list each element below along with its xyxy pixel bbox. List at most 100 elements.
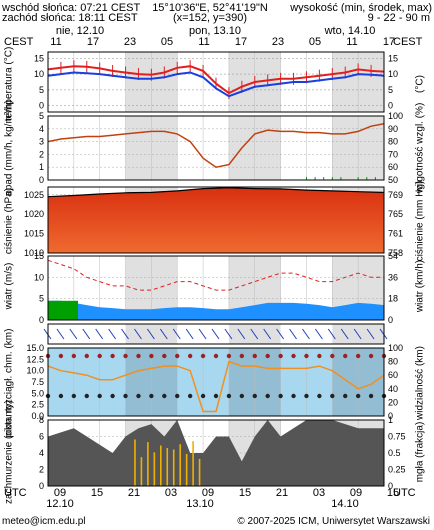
humidity-ytick-label: 90 (388, 124, 398, 134)
humidity-line (47, 122, 385, 168)
cloud-base-dot (226, 393, 232, 399)
cloud-frame (47, 419, 385, 487)
wind-ytick-label: 10 (34, 272, 44, 282)
wind-dir-arrow (108, 328, 117, 340)
bottom-hour-label: 09 (53, 487, 67, 499)
bottom-hour-label: 09 (201, 487, 215, 499)
temp-desc-text: wysokość (min, środek, max) (290, 2, 432, 14)
coords-text: 15°10'36"E, 52°41'19"N (152, 2, 268, 14)
cloud-base-dot (265, 393, 270, 399)
wind-dir-arrow (353, 328, 362, 340)
top-hour-label: 23 (123, 36, 137, 48)
cloudbase-ytick-label: 5.0 (31, 388, 44, 398)
cloud-top-dot (330, 353, 335, 359)
pressure-line (47, 187, 385, 198)
cloud-top-dot (84, 353, 89, 359)
temp-ytick-label: 15 (34, 53, 44, 63)
cloud-base-dot (187, 393, 193, 399)
cloud-base-dot (278, 393, 283, 399)
wind-y2tick-label: 54 (388, 251, 398, 261)
cloud-base-dot (123, 393, 128, 399)
precip-frame (47, 115, 385, 181)
cloudbase-ytick-label: 12.5 (26, 354, 44, 364)
top-hour-label: 23 (271, 36, 285, 48)
cloud-top-dot (162, 353, 167, 359)
sunrise-text: wschód słońca: 07:21 CEST (2, 2, 141, 14)
cloud-base-dot (355, 393, 361, 399)
precip-ytick-label: 1 (39, 162, 44, 172)
wind-dir-frame (47, 323, 385, 345)
bottom-hour-label: 15 (90, 487, 104, 499)
cloud-base-dot (330, 393, 335, 399)
cloud-top-dot (226, 353, 232, 359)
cloud-top-dot (123, 353, 128, 359)
visibility-ytick-label: 40 (388, 384, 398, 394)
cloud-top-dot (291, 353, 296, 359)
cloud-base-dot (58, 393, 64, 399)
precip-bg (48, 116, 384, 180)
copyright-text: © 2007-2025 ICM, Uniwersytet Warszawski (237, 516, 430, 527)
contact-email: meteo@icm.edu.pl (2, 516, 86, 527)
pressure-ytick-label: 1020 (24, 209, 44, 219)
cloud-base-dot (162, 393, 167, 399)
wind-gust-line (47, 259, 384, 291)
cloud-base-dot (304, 393, 309, 399)
top-hour-label: 11 (346, 36, 358, 48)
cloud-top-dot (110, 353, 115, 359)
precip-ytick-label: 4 (39, 124, 44, 134)
cloud-base-dot (110, 393, 115, 399)
wind-dir-arrow (263, 328, 272, 340)
wind-dir-arrow (340, 328, 349, 340)
temp-y2tick-label: 15 (388, 53, 398, 63)
fog-ytick-label: 0.5 (388, 448, 401, 458)
cloud-ytick-label: 6 (39, 432, 44, 442)
cloud-base-dot (368, 393, 374, 399)
top-hour-label: 17 (382, 36, 396, 48)
day-label: pon, 13.10 (189, 25, 241, 37)
cloud-base-dot (71, 393, 77, 399)
cloud-top-dot (265, 353, 270, 359)
cloud-base-dot (97, 393, 102, 399)
fog-bar (160, 445, 162, 486)
cloud-top-dot (317, 353, 322, 359)
bottom-date-label: 14.10 (331, 498, 359, 510)
cloud-base-dot (175, 393, 180, 399)
top-hour-label: 05 (308, 36, 322, 48)
fog-bar (134, 439, 136, 486)
cloud-base-dot (343, 393, 348, 399)
cloudbase-ytick-label: 15.0 (26, 343, 44, 353)
wind-dir-arrow (276, 328, 285, 340)
pressure-ytick-label: 1015 (24, 229, 44, 239)
wind-ytick-label: 5 (39, 294, 44, 304)
pressure-frame (47, 186, 385, 254)
wind-dir-arrow (237, 328, 246, 340)
cloud-top-dot (175, 353, 180, 359)
wind-gust-area (48, 300, 78, 320)
cloud-ytick-label: 8 (39, 415, 44, 425)
cloudbase-ytick-label: 0.0 (31, 411, 44, 421)
visibility-ytick-label: 100 (388, 343, 403, 353)
cloud-top-dot (149, 353, 154, 359)
wind-dir-arrow (224, 328, 233, 340)
visibility-line (47, 360, 385, 413)
cloudbase-ytick-label: 7.5 (31, 377, 44, 387)
cloud-base-dot (291, 393, 296, 399)
cloud-top-dot (58, 353, 64, 359)
fog-bar (153, 452, 156, 486)
precip-ytick-label: 2 (39, 149, 44, 159)
wind-dir-arrow (134, 328, 142, 340)
cloud-top-dot (97, 353, 102, 359)
cloud-top-dot (304, 353, 309, 359)
fog-ytick-label: 0.75 (388, 432, 406, 442)
temp-ytick-label: 10 (34, 69, 44, 79)
cloudbase-ytick-label: 10.0 (26, 366, 44, 376)
cloud-base-dot (149, 393, 154, 399)
pressure-y2tick-label: 758 (388, 248, 403, 258)
fog-bar (147, 442, 149, 486)
wind-dir-arrow (146, 328, 155, 340)
sunset-text: zachód słońca: 18:11 CEST (2, 12, 138, 24)
cloud-base-dot (239, 393, 245, 399)
wind-speed-area (48, 300, 384, 320)
cloud-top-dot (343, 353, 348, 359)
pressure-ytick-label: 1010 (24, 248, 44, 258)
